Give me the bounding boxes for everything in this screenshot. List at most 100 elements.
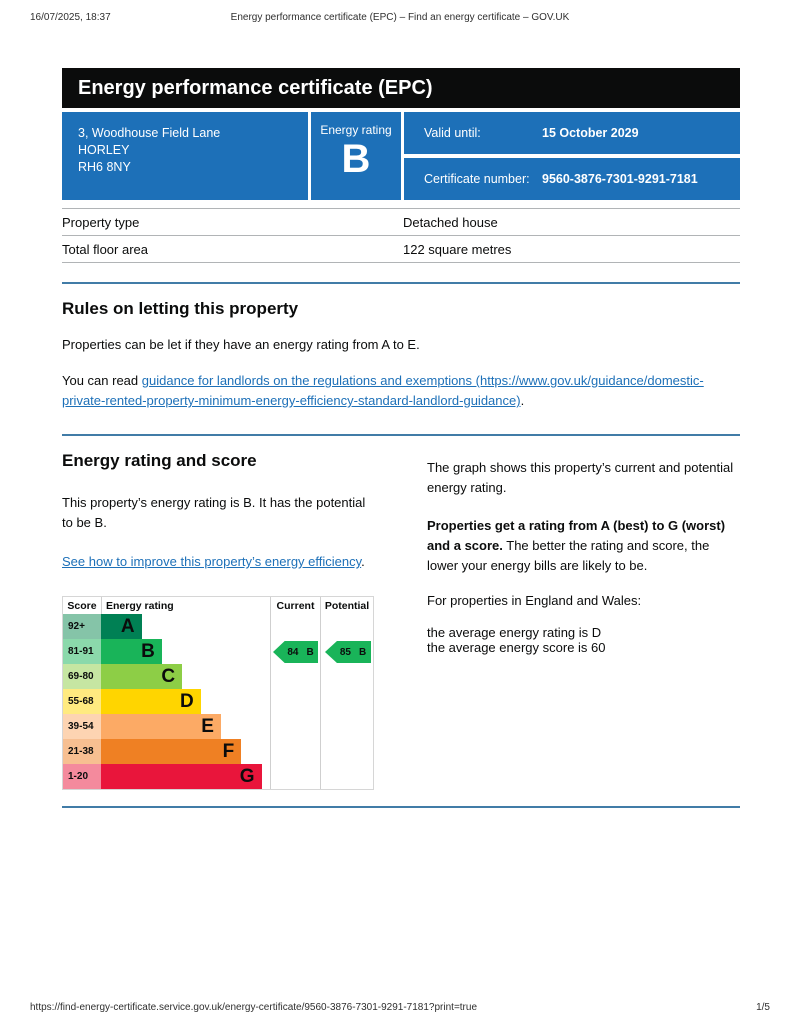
epc-band-cell: F	[101, 739, 270, 764]
page-indicator: 1/5	[756, 1002, 770, 1013]
epc-band-bar: E	[101, 714, 221, 739]
average-rating-line: the average energy rating is D	[427, 625, 602, 640]
epc-band-cell: G	[101, 764, 270, 789]
print-datetime: 16/07/2025, 18:37	[30, 12, 111, 23]
print-url: https://find-energy-certificate.service.…	[30, 1002, 478, 1013]
guidance-suffix: .	[520, 393, 525, 408]
valid-until-row: Valid until: 15 October 2029	[404, 112, 740, 154]
improve-suffix: .	[361, 554, 365, 569]
rating-explanation-bold: Properties get a rating from A (best) to…	[427, 518, 726, 553]
property-type-label: Property type	[62, 215, 140, 230]
current-column-cell	[270, 639, 320, 664]
valid-until-label: Valid until:	[424, 126, 481, 140]
table-row: Total floor area 122 square metres	[62, 235, 740, 263]
rating-explanation: Properties get a rating from A (best) to…	[427, 516, 740, 576]
current-column-cell	[270, 614, 320, 639]
energy-rating-value: B	[341, 137, 371, 181]
energy-rating-column-header: Energy rating	[101, 597, 270, 614]
epc-band-bar: D	[101, 689, 201, 714]
potential-column-cell	[320, 739, 373, 764]
average-score-line: the average energy score is 60	[427, 640, 606, 655]
epc-band-cell: A	[101, 614, 270, 639]
epc-band-cell: C	[101, 664, 270, 689]
epc-score-cell: 92+	[63, 614, 101, 639]
current-column-cell	[270, 739, 320, 764]
print-header: 16/07/2025, 18:37 Energy performance cer…	[30, 12, 770, 26]
score-column-header: Score	[67, 599, 97, 612]
current-score: 84	[287, 646, 299, 658]
epc-band-bar: A	[101, 614, 142, 639]
rating-right-column: The graph shows this property’s current …	[427, 436, 740, 790]
certificate-number-value: 9560-3876-7301-9291-7181	[542, 172, 698, 186]
epc-band-bar: B	[101, 639, 162, 664]
epc-chart: Score Energy rating Current Potential 92…	[62, 596, 374, 790]
print-footer: https://find-energy-certificate.service.…	[30, 1002, 770, 1013]
rules-paragraph: Properties can be let if they have an en…	[62, 337, 420, 352]
potential-column-header: Potential	[320, 597, 373, 614]
epc-score-cell: 39-54	[63, 714, 101, 739]
validity-panel: Valid until: 15 October 2029 Certificate…	[404, 112, 740, 200]
potential-column-cell	[320, 614, 373, 639]
property-type-value: Detached house	[403, 215, 498, 230]
potential-rating-arrow: 85 B	[325, 641, 371, 663]
rating-heading: Energy rating and score	[62, 451, 257, 470]
improve-paragraph: See how to improve this property’s energ…	[62, 552, 375, 572]
rules-heading: Rules on letting this property	[62, 299, 299, 318]
potential-column-cell	[320, 689, 373, 714]
potential-column-cell	[320, 714, 373, 739]
epc-score-cell: 1-20	[63, 764, 101, 789]
epc-score-cell: 55-68	[63, 689, 101, 714]
address-line-1: 3, Woodhouse Field Lane	[78, 126, 221, 140]
epc-score-cell: 81-91	[63, 639, 101, 664]
current-rating-arrow: 84 B	[273, 641, 318, 663]
landlord-guidance-paragraph: You can read guidance for landlords on t…	[62, 371, 740, 411]
current-column-cell	[270, 764, 320, 789]
potential-column-cell	[320, 764, 373, 789]
potential-band: B	[358, 646, 367, 658]
average-stats: the average energy rating is D the avera…	[427, 625, 740, 655]
potential-column-cell	[320, 639, 373, 664]
epc-score-cell: 69-80	[63, 664, 101, 689]
epc-band-bar: C	[101, 664, 183, 689]
current-column-cell	[270, 664, 320, 689]
section-divider	[62, 434, 740, 436]
improve-efficiency-link[interactable]: See how to improve this property’s energ…	[62, 554, 362, 569]
summary-panel: 3, Woodhouse Field Lane HORLEY RH6 8NY E…	[62, 112, 740, 200]
certificate-number-row: Certificate number: 9560-3876-7301-9291-…	[404, 158, 740, 200]
energy-rating-label: Energy rating	[320, 123, 392, 137]
potential-score: 85	[339, 646, 351, 658]
epc-chart-header: Score Energy rating Current Potential	[63, 597, 373, 614]
epc-band-bar: G	[101, 764, 262, 789]
epc-band-cell: D	[101, 689, 270, 714]
table-row: Property type Detached house	[62, 208, 740, 235]
epc-banner: Energy performance certificate (EPC)	[62, 68, 740, 108]
certificate-number-label: Certificate number:	[424, 172, 530, 186]
rating-left-column: Energy rating and score This property’s …	[62, 436, 375, 790]
graph-description: The graph shows this property’s current …	[427, 460, 734, 495]
energy-rating-box: Energy rating B	[311, 112, 401, 200]
property-details-table: Property type Detached house Total floor…	[62, 208, 740, 263]
property-address: 3, Woodhouse Field Lane HORLEY RH6 8NY	[62, 112, 308, 200]
floor-area-value: 122 square metres	[403, 242, 512, 257]
address-line-3: RH6 8NY	[78, 160, 131, 174]
print-page-title: Energy performance certificate (EPC) – F…	[230, 12, 570, 23]
epc-score-cell: 21-38	[63, 739, 101, 764]
epc-band-cell: E	[101, 714, 270, 739]
current-band: B	[306, 646, 314, 658]
current-column-cell	[270, 689, 320, 714]
rating-summary-text: This property’s energy rating is B. It h…	[62, 495, 366, 530]
current-column-cell	[270, 714, 320, 739]
certificate-page: Energy performance certificate (EPC) 3, …	[62, 68, 740, 808]
current-column-header: Current	[270, 597, 320, 614]
england-wales-intro: For properties in England and Wales:	[427, 593, 642, 608]
potential-column-cell	[320, 664, 373, 689]
guidance-prefix: You can read	[62, 373, 142, 388]
landlord-guidance-link[interactable]: guidance for landlords on the regulation…	[62, 373, 704, 408]
epc-band-rows: 92+ A 81-91 B 69-80 C 55-68 D 39-54 E 21-38 F 1-20 G	[63, 614, 373, 789]
address-line-2: HORLEY	[78, 143, 130, 157]
floor-area-label: Total floor area	[62, 242, 148, 257]
section-divider	[62, 806, 740, 808]
valid-until-value: 15 October 2029	[542, 126, 639, 140]
rating-explanation-rest: The better the rating and score, the low…	[427, 538, 710, 573]
epc-band-cell: B	[101, 639, 270, 664]
